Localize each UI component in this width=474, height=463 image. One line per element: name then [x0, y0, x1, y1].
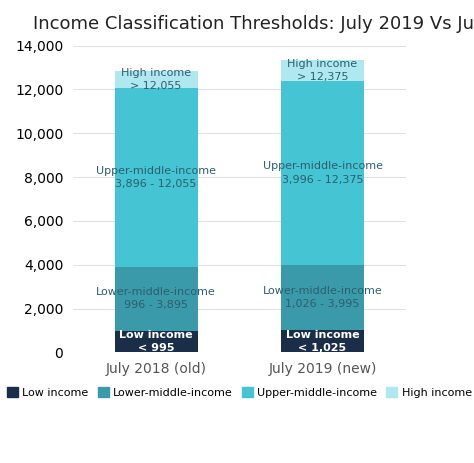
Bar [115, 71, 198, 88]
Text: Lower-middle-income
1,026 - 3,995: Lower-middle-income 1,026 - 3,995 [263, 286, 383, 309]
Text: Upper-middle-income
3,996 - 12,375: Upper-middle-income 3,996 - 12,375 [263, 162, 383, 185]
Text: Upper-middle-income
3,896 - 12,055: Upper-middle-income 3,896 - 12,055 [96, 166, 216, 189]
Bar [115, 331, 198, 352]
Legend: Low income, Lower-middle-income, Upper-middle-income, High income: Low income, Lower-middle-income, Upper-m… [2, 382, 474, 402]
Text: Low income
< 995: Low income < 995 [119, 330, 193, 353]
Bar [281, 81, 364, 265]
Bar [281, 330, 364, 352]
Text: High income
> 12,055: High income > 12,055 [121, 68, 191, 91]
Bar [115, 267, 198, 331]
Bar [281, 61, 364, 81]
Text: Lower-middle-income
996 - 3,895: Lower-middle-income 996 - 3,895 [96, 287, 216, 310]
Text: Income Classification Thresholds: July 2019 Vs July 2018: Income Classification Thresholds: July 2… [33, 15, 474, 33]
Bar [115, 88, 198, 267]
Text: High income
> 12,375: High income > 12,375 [287, 59, 357, 82]
Text: Low income
< 1,025: Low income < 1,025 [286, 330, 359, 353]
Bar [281, 265, 364, 330]
